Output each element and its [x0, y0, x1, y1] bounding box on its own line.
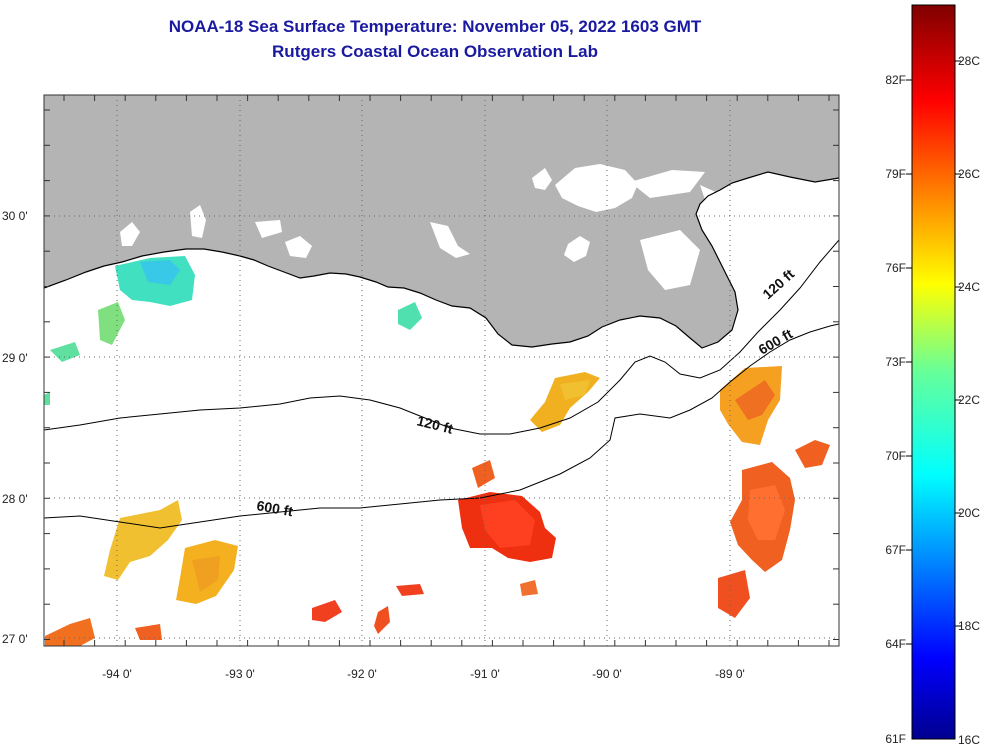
cb-f-label: 79F [885, 167, 906, 181]
cb-c-label: 18C [958, 619, 980, 633]
lon-label: -94 0' [102, 667, 132, 681]
lake-shape [564, 236, 590, 262]
contour-label: 600 ft [255, 497, 294, 519]
lat-label: 28 0' [2, 492, 28, 506]
land-mass [44, 95, 839, 348]
lon-label: -89 0' [715, 667, 745, 681]
cb-c-label: 16C [958, 733, 980, 747]
sst-patches [44, 256, 830, 646]
map-frame [43, 94, 840, 647]
lake-pontchartrain [555, 164, 638, 212]
lon-label: -90 0' [592, 667, 622, 681]
contour-120ft [44, 239, 839, 435]
colorbar-fahrenheit-labels: 82F 79F 76F 73F 70F 67F 64F 61F [885, 73, 906, 746]
lake-shape [190, 205, 206, 238]
cb-f-label: 70F [885, 449, 906, 463]
marsh-area [640, 230, 700, 290]
cb-c-label: 24C [958, 280, 980, 294]
graticule [44, 95, 839, 646]
lake-shape [120, 222, 140, 246]
lake-shape [285, 236, 312, 258]
colorbar-celsius-labels: 28C 26C 24C 22C 20C 18C 16C [958, 54, 980, 747]
coastline [44, 171, 839, 349]
cb-c-label: 26C [958, 167, 980, 181]
cb-f-label: 61F [885, 732, 906, 746]
cb-f-label: 73F [885, 355, 906, 369]
lat-label: 29 0' [2, 351, 28, 365]
cb-f-label: 82F [885, 73, 906, 87]
colorbar-ticks [906, 60, 961, 645]
cb-c-label: 20C [958, 506, 980, 520]
lon-label: -93 0' [225, 667, 255, 681]
cb-c-label: 22C [958, 393, 980, 407]
marsh-area [700, 185, 755, 275]
contour-600ft [44, 323, 839, 529]
map-subtitle: Rutgers Coastal Ocean Observation Lab [272, 42, 598, 61]
cb-f-label: 76F [885, 261, 906, 275]
cb-f-label: 64F [885, 637, 906, 651]
lat-label: 27 0' [2, 632, 28, 646]
lake-shape [630, 170, 705, 198]
longitude-labels: -94 0' -93 0' -92 0' -91 0' -90 0' -89 0… [102, 667, 745, 681]
lon-label: -92 0' [347, 667, 377, 681]
lake-shape [430, 222, 470, 258]
latitude-labels: 30 0' 29 0' 28 0' 27 0' [2, 209, 28, 646]
axis-ticks [44, 95, 839, 646]
lat-label: 30 0' [2, 209, 28, 223]
colorbar [911, 4, 956, 740]
map-title: NOAA-18 Sea Surface Temperature: Novembe… [168, 17, 702, 36]
cb-f-label: 67F [885, 543, 906, 557]
lon-label: -91 0' [470, 667, 500, 681]
lake-shape [532, 168, 552, 190]
lake-shape [255, 220, 282, 238]
cb-c-label: 28C [958, 54, 980, 68]
